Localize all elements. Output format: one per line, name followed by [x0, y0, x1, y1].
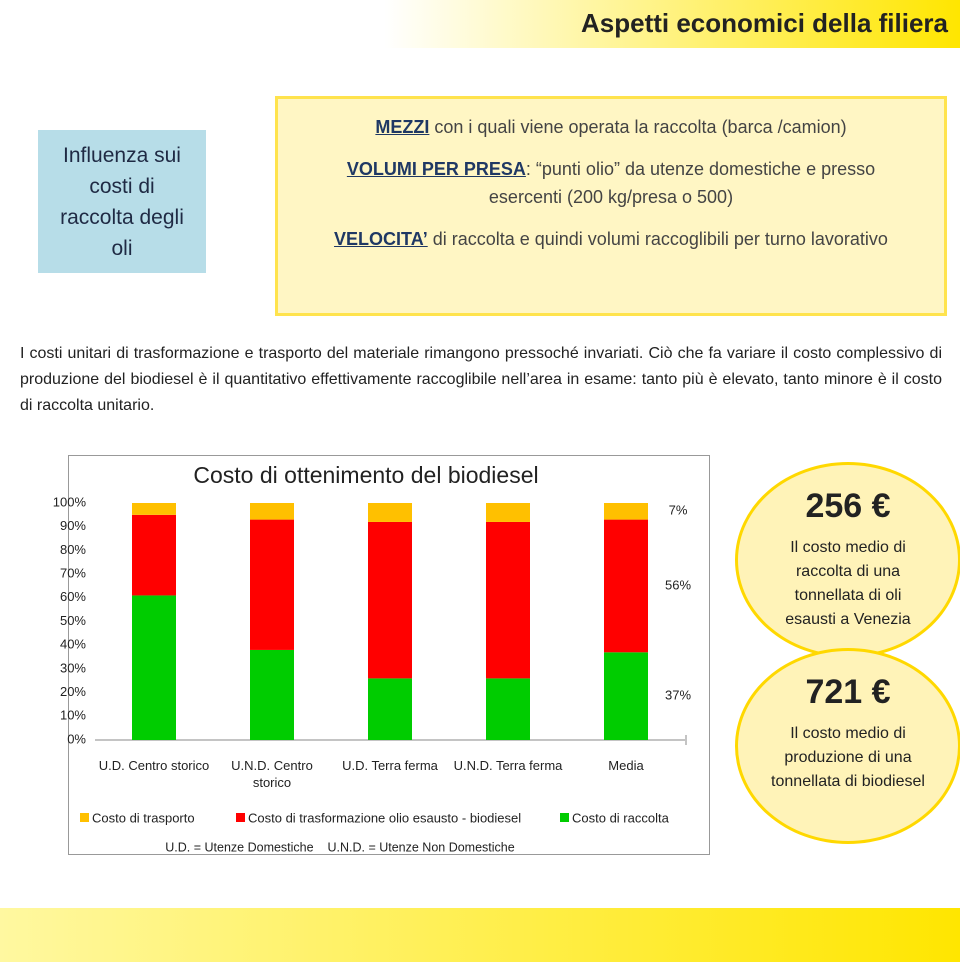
y-tick-label: 0%: [67, 731, 86, 746]
x-tick-label: U.D. Centro storico: [98, 758, 210, 773]
factors-box: MEZZI con i quali viene operata la racco…: [275, 96, 947, 316]
side-box: Influenza sui costi di raccolta degli ol…: [38, 130, 206, 273]
factor: MEZZI con i quali viene operata la racco…: [318, 113, 904, 141]
amount: 721 €: [805, 673, 891, 711]
x-tick-label: U.D. Terra ferma: [342, 758, 438, 773]
bar-segment: [604, 652, 648, 740]
factor-key: VELOCITA’: [334, 229, 428, 249]
footnote: U.D. = Utenze Domestiche U.N.D. = Utenze…: [165, 840, 514, 854]
factor: VELOCITA’ di raccolta e quindi volumi ra…: [318, 225, 904, 253]
factor-key: MEZZI: [375, 117, 430, 137]
factor: VOLUMI PER PRESA: “punti olio” da utenze…: [318, 155, 904, 211]
chart: Costo di ottenimento del biodiesel U.D. …: [53, 462, 692, 854]
y-tick-label: 50%: [60, 613, 86, 628]
bar-segment: [132, 595, 176, 740]
y-tick-label: 40%: [60, 637, 86, 652]
legend-swatch: [80, 813, 89, 822]
data-label: 56%: [665, 577, 691, 592]
x-tick-label-box: U.D. Terra ferma: [342, 758, 438, 773]
y-tick-label: 100%: [53, 494, 87, 509]
bar-segment: [486, 503, 530, 522]
legend-swatch: [560, 813, 569, 822]
bar-segment: [604, 519, 648, 653]
bar-segment: [486, 521, 530, 679]
factor-text: : “punti olio” da utenze domestiche e pr…: [488, 159, 876, 207]
y-tick-label: 90%: [60, 518, 86, 533]
x-tick-label: Media: [608, 758, 644, 773]
y-tick-label: 70%: [60, 566, 86, 581]
legend-label: Costo di raccolta: [572, 810, 670, 825]
bar-segment: [132, 503, 176, 515]
factor-text: di raccolta e quindi volumi raccoglibili…: [427, 229, 888, 249]
highlight-text: Il costo medio di raccolta di una tonnel…: [785, 539, 911, 628]
x-tick-label-box: U.N.D. Centro storico: [231, 758, 313, 790]
y-tick-label: 60%: [60, 589, 86, 604]
bar-segment: [368, 678, 412, 740]
legend-label: Costo di trasporto: [92, 810, 195, 825]
x-tick-label: U.N.D. Centro storico: [231, 758, 313, 790]
page-title: Aspetti economici della filiera: [581, 8, 948, 38]
bar-segment: [368, 503, 412, 522]
title-banner: Aspetti economici della filiera: [0, 0, 960, 48]
data-label: 7%: [669, 503, 688, 518]
y-tick-label: 20%: [60, 684, 86, 699]
chart-frame: [68, 455, 710, 855]
bottom-band: [0, 908, 960, 962]
paragraph: I costi unitari di trasformazione e tras…: [20, 345, 942, 414]
x-tick-label-box: U.D. Centro storico: [98, 758, 210, 773]
factor-key: VOLUMI PER PRESA: [346, 159, 526, 179]
amount: 256 €: [805, 487, 891, 525]
bar-segment: [250, 519, 294, 650]
highlight-text: Il costo medio di produzione di una tonn…: [771, 725, 925, 790]
y-tick-label: 80%: [60, 542, 86, 557]
bar-segment: [250, 503, 294, 520]
chart-title: Costo di ottenimento del biodiesel: [193, 462, 538, 488]
legend-label: Costo di trasformazione olio esausto - b…: [248, 810, 521, 825]
data-label: 37%: [665, 688, 691, 703]
highlight-circle: 721 € Il costo medio di produzione di un…: [735, 648, 960, 844]
x-tick-label-box: U.N.D. Terra ferma: [453, 758, 563, 773]
legend-swatch: [236, 813, 245, 822]
bar-segment: [604, 503, 648, 520]
bar-segment: [250, 649, 294, 740]
y-tick-label: 10%: [60, 708, 86, 723]
bar-segment: [368, 521, 412, 679]
bar-segment: [132, 514, 176, 596]
bar-segment: [486, 678, 530, 740]
x-tick-label-box: Media: [608, 758, 644, 773]
factor-text: con i quali viene operata la raccolta (b…: [429, 117, 847, 137]
side-label: Influenza sui costi di raccolta degli ol…: [60, 143, 184, 260]
x-tick-label: U.N.D. Terra ferma: [453, 758, 563, 773]
highlight-circle: 256 € Il costo medio di raccolta di una …: [735, 462, 960, 658]
y-tick-label: 30%: [60, 660, 86, 675]
